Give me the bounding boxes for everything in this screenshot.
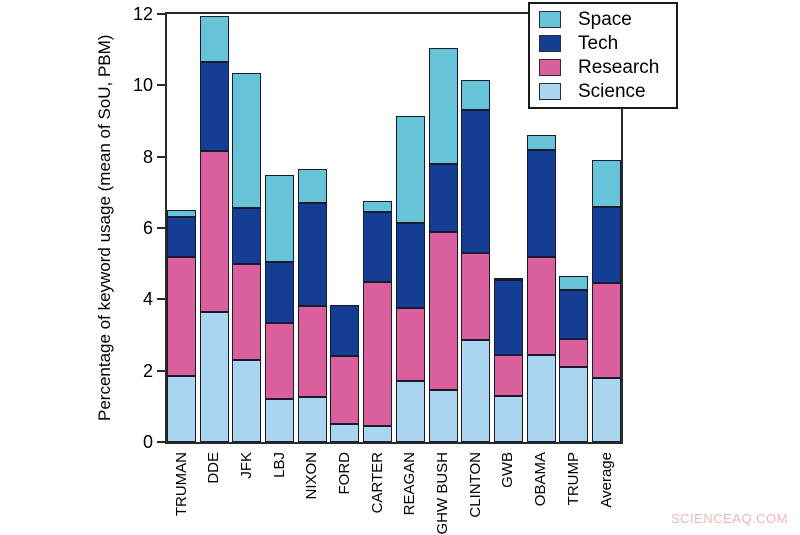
x-tick-label: JFK — [237, 452, 255, 479]
bar-segment-space — [559, 276, 589, 291]
legend-swatch-tech — [539, 34, 561, 52]
bar-segment-science — [461, 340, 491, 442]
x-tick-label: DDE — [205, 452, 223, 484]
bar-segment-space — [297, 169, 327, 204]
x-tick-label: CLINTON — [466, 452, 484, 518]
bar-segment-research — [199, 151, 229, 312]
y-tick-mark — [157, 441, 165, 443]
legend-item-tech: Tech — [530, 31, 676, 55]
legend-label: Tech — [578, 32, 619, 54]
legend-label: Space — [578, 8, 632, 30]
bar-segment-research — [461, 252, 491, 341]
y-tick-label: 4 — [142, 289, 153, 310]
bar-segment-science — [559, 367, 589, 442]
plot-area — [165, 12, 623, 444]
bar-segment-space — [199, 15, 229, 63]
bar-segment-space — [428, 47, 458, 164]
bar-segment-science — [330, 424, 360, 442]
x-tick-label: OBAMA — [532, 452, 550, 507]
bar-segment-tech — [265, 261, 295, 323]
bar-segment-science — [199, 311, 229, 442]
x-tick-label: TRUMP — [564, 452, 582, 506]
x-tick-label: CARTER — [368, 452, 386, 514]
bar-segment-tech — [330, 304, 360, 357]
y-tick-label: 6 — [142, 218, 153, 238]
y-tick-label: 0 — [142, 432, 153, 452]
y-tick-mark — [157, 227, 165, 229]
bar-segment-tech — [167, 217, 196, 257]
bar-segment-space — [363, 201, 393, 212]
legend-item-space: Space — [530, 7, 676, 31]
bar-segment-research — [428, 231, 458, 391]
bar-segment-science — [395, 381, 425, 442]
bar-segment-research — [330, 356, 360, 425]
bar-segment-space — [167, 210, 196, 218]
legend: Space Tech Research Science — [528, 2, 678, 109]
legend-item-science: Science — [530, 79, 676, 103]
bar-segment-research — [265, 322, 295, 400]
legend-label: Science — [578, 80, 646, 102]
legend-swatch-research — [539, 58, 561, 76]
bar-segment-research — [592, 283, 621, 378]
x-tick-label: Average — [597, 452, 615, 508]
bar-segment-space — [592, 160, 621, 207]
bar-segment-tech — [297, 203, 327, 307]
bar-segment-tech — [232, 208, 262, 264]
bar-segment-space — [395, 115, 425, 223]
y-tick-label: 8 — [142, 146, 153, 167]
bar-segment-space — [265, 174, 295, 262]
y-tick-mark — [157, 369, 165, 372]
bar-segment-tech — [559, 290, 589, 339]
bar-segment-science — [232, 359, 262, 442]
legend-item-research: Research — [530, 55, 676, 79]
legend-swatch-space — [539, 10, 561, 28]
bar-segment-research — [526, 256, 556, 355]
legend-label: Research — [578, 56, 660, 78]
bar-segment-research — [363, 281, 393, 426]
y-tick-mark — [157, 298, 165, 301]
bar-segment-science — [493, 395, 523, 442]
bar-segment-science — [265, 399, 295, 442]
bar-segment-space — [493, 277, 523, 280]
bar-segment-space — [526, 135, 556, 150]
x-tick-label: TRUMAN — [172, 452, 190, 517]
bar-segment-science — [428, 390, 458, 442]
y-tick-label: 2 — [142, 360, 153, 381]
x-tick-label: NIXON — [303, 452, 321, 500]
y-tick-label: 10 — [132, 75, 153, 96]
bar-segment-tech — [526, 149, 556, 257]
bar-segment-tech — [493, 279, 523, 355]
bar-segment-tech — [461, 110, 491, 253]
bar-segment-research — [493, 354, 523, 396]
bar-segment-tech — [428, 163, 458, 232]
x-tick-label: GWB — [499, 452, 517, 488]
y-tick-mark — [157, 13, 165, 15]
bar-segment-tech — [592, 206, 621, 284]
bar-segment-research — [395, 308, 425, 382]
y-tick-mark — [157, 84, 165, 87]
bar-segment-tech — [199, 62, 229, 152]
bar-segment-tech — [395, 222, 425, 309]
bar-segment-science — [167, 376, 196, 442]
bar-segment-space — [461, 80, 491, 111]
bar-segment-science — [297, 397, 327, 442]
bar-segment-research — [559, 338, 589, 368]
bar-segment-science — [363, 425, 393, 442]
bar-segment-research — [297, 306, 327, 398]
x-tick-label: REAGAN — [401, 452, 419, 516]
x-tick-label: LBJ — [270, 452, 288, 478]
x-tick-label: GHW BUSH — [434, 452, 452, 535]
bar-segment-science — [592, 377, 621, 442]
bar-segment-science — [526, 354, 556, 442]
bar-segment-research — [167, 256, 196, 377]
watermark-text: SCIENCEAQ.COM — [670, 511, 788, 526]
y-tick-label: 12 — [132, 4, 153, 24]
bar-segment-space — [232, 72, 262, 209]
x-tick-label: FORD — [335, 452, 353, 495]
y-tick-mark — [157, 155, 165, 158]
bar-segment-research — [232, 263, 262, 360]
bar-segment-tech — [363, 211, 393, 282]
legend-swatch-science — [539, 82, 561, 100]
